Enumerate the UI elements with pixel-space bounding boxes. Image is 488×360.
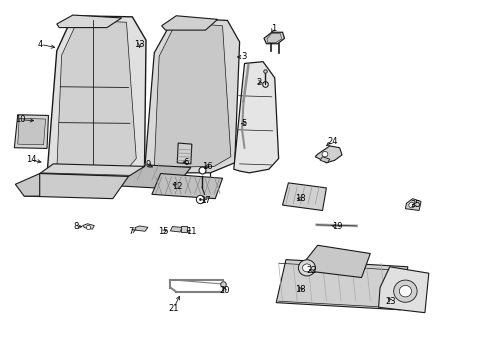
- Polygon shape: [405, 199, 420, 211]
- Ellipse shape: [399, 285, 411, 297]
- Polygon shape: [24, 174, 128, 199]
- Text: 14: 14: [26, 156, 36, 165]
- Polygon shape: [82, 224, 94, 229]
- Text: 2: 2: [256, 78, 261, 87]
- Polygon shape: [135, 226, 148, 231]
- Polygon shape: [57, 21, 136, 171]
- Text: 7: 7: [128, 227, 134, 236]
- Ellipse shape: [322, 152, 327, 157]
- Polygon shape: [177, 143, 191, 164]
- Polygon shape: [315, 146, 341, 163]
- Polygon shape: [40, 164, 144, 176]
- Text: 18: 18: [295, 194, 305, 203]
- Ellipse shape: [408, 202, 414, 208]
- Polygon shape: [47, 16, 146, 175]
- Polygon shape: [264, 32, 284, 44]
- Text: 23: 23: [385, 297, 395, 306]
- Polygon shape: [320, 157, 329, 163]
- Polygon shape: [170, 226, 182, 232]
- Polygon shape: [14, 115, 48, 148]
- Text: 4: 4: [38, 40, 43, 49]
- Text: 8: 8: [73, 222, 79, 231]
- Text: 11: 11: [185, 228, 196, 237]
- Text: 20: 20: [219, 286, 230, 295]
- Polygon shape: [57, 15, 122, 28]
- Polygon shape: [378, 267, 428, 313]
- Polygon shape: [152, 174, 222, 199]
- Text: 17: 17: [200, 196, 210, 205]
- Polygon shape: [233, 62, 278, 173]
- Text: 16: 16: [202, 162, 212, 171]
- Text: 10: 10: [15, 115, 25, 124]
- Text: 12: 12: [172, 181, 182, 190]
- Text: 6: 6: [183, 158, 188, 167]
- Polygon shape: [15, 174, 40, 196]
- Polygon shape: [266, 34, 281, 42]
- Text: 1: 1: [270, 24, 276, 33]
- Polygon shape: [144, 18, 239, 173]
- Text: 13: 13: [134, 40, 144, 49]
- Text: 3: 3: [241, 53, 246, 62]
- Text: 24: 24: [326, 137, 337, 146]
- Polygon shape: [18, 118, 45, 145]
- Polygon shape: [282, 183, 326, 211]
- Text: 19: 19: [331, 222, 342, 231]
- Text: 9: 9: [145, 161, 150, 170]
- Polygon shape: [276, 260, 407, 310]
- Text: 25: 25: [409, 200, 420, 209]
- Ellipse shape: [298, 260, 315, 276]
- Text: 21: 21: [168, 303, 179, 312]
- Text: 15: 15: [158, 227, 168, 236]
- Text: 5: 5: [242, 119, 246, 128]
- Ellipse shape: [302, 264, 311, 272]
- Text: 18: 18: [295, 285, 305, 294]
- Polygon shape: [161, 16, 217, 30]
- Polygon shape: [44, 160, 190, 189]
- Polygon shape: [154, 22, 230, 167]
- Polygon shape: [303, 245, 369, 278]
- Text: 22: 22: [306, 266, 316, 275]
- Ellipse shape: [393, 280, 416, 302]
